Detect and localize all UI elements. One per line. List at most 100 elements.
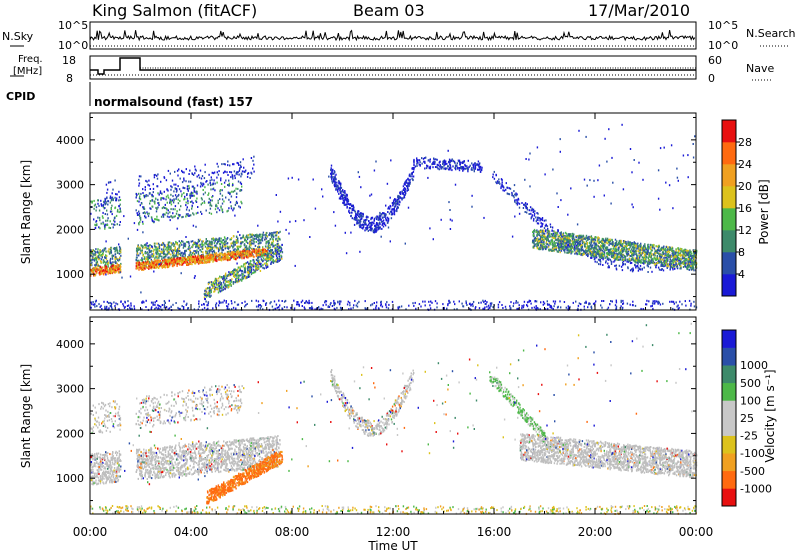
cell-4224	[637, 262, 639, 265]
cell-491	[246, 238, 249, 240]
cell-4103	[497, 181, 499, 184]
cell-2459	[239, 189, 242, 192]
cell-877	[195, 245, 197, 247]
cell-2584	[140, 192, 142, 195]
cell-3682	[339, 188, 341, 191]
cell-2568	[235, 187, 237, 190]
cell-3477	[330, 167, 332, 170]
cell-1637	[253, 249, 256, 252]
cell-940	[249, 246, 251, 249]
cell-962	[224, 247, 226, 250]
cell-3872	[424, 160, 426, 163]
cell-2097	[185, 260, 187, 263]
cell-3076	[243, 268, 246, 271]
cell-833	[180, 254, 182, 257]
cell-1942	[102, 269, 104, 272]
cell-3713	[347, 199, 350, 202]
cell-4090	[535, 216, 537, 219]
cell-2574	[138, 213, 140, 216]
cell-3823	[435, 158, 437, 161]
cell-1072	[167, 257, 169, 260]
cell-2956	[222, 286, 225, 289]
cell-3247	[224, 278, 227, 281]
cell-1010	[175, 252, 178, 255]
cell-28	[116, 247, 118, 250]
cell-3767	[381, 213, 383, 216]
cell-1860	[182, 257, 185, 260]
cell-3019	[247, 276, 250, 278]
cell-1762	[247, 250, 249, 252]
cell-3314	[358, 213, 360, 216]
cell-639	[268, 232, 271, 235]
cell-956	[236, 238, 239, 241]
cell-1793	[92, 268, 94, 271]
cell-859	[148, 260, 151, 263]
cell-4184	[516, 203, 519, 206]
cell-2650	[203, 177, 206, 180]
cell-2670	[115, 193, 117, 196]
cell-1842	[165, 260, 168, 263]
cell-3630	[405, 192, 407, 195]
cell-590	[224, 241, 226, 244]
cell-3609	[331, 181, 334, 184]
cell-2325	[238, 205, 240, 208]
cell-2450	[178, 188, 181, 191]
cell-648	[233, 243, 235, 246]
cell-1991	[185, 258, 187, 261]
cell-3902	[471, 162, 473, 165]
cell-2119	[241, 202, 243, 205]
cell-1966	[259, 250, 261, 253]
cell-3224	[220, 276, 223, 278]
cell-692	[229, 254, 231, 256]
cell-4349	[672, 268, 674, 271]
cell-2515	[106, 224, 109, 226]
cell-2639	[138, 175, 141, 178]
cell-2457	[233, 207, 235, 210]
cell-667	[158, 244, 161, 246]
cell-2869	[206, 294, 208, 297]
cell-3320	[359, 218, 361, 221]
cell-425	[146, 247, 148, 250]
cell-2089	[138, 261, 141, 264]
cell-688	[120, 248, 122, 251]
cell-2499	[160, 197, 162, 200]
cell-2042	[170, 261, 172, 264]
cell-3736	[364, 229, 366, 232]
cell-3375	[394, 198, 397, 201]
cell-184	[99, 257, 101, 260]
cell-2753	[149, 188, 151, 190]
cell-2690	[209, 179, 211, 182]
cell-2281	[149, 200, 152, 202]
cell-1715	[172, 265, 174, 268]
cell-1124	[246, 234, 248, 237]
cell-2265	[217, 202, 219, 205]
cell-2478	[216, 205, 218, 208]
cell-3633	[347, 200, 349, 203]
cell-1055	[266, 235, 268, 238]
cell-2141	[111, 204, 113, 207]
cell-3425	[337, 184, 339, 187]
cell-2509	[235, 192, 238, 195]
cell-1194	[160, 261, 162, 264]
cell-2917	[248, 275, 251, 278]
cell-960	[181, 258, 184, 261]
cell-4040	[521, 202, 523, 204]
cell-766	[146, 251, 149, 254]
cell-1747	[95, 270, 97, 273]
cell-4428	[636, 255, 638, 258]
cell-1166	[145, 258, 147, 261]
cell-2483	[144, 215, 146, 218]
cell-294	[156, 253, 158, 256]
cell-1100	[149, 257, 151, 259]
cell-2590	[148, 179, 150, 182]
cell-2116	[118, 268, 120, 271]
cell-2848	[266, 253, 268, 255]
cell-2175	[170, 188, 172, 191]
cell-133	[262, 236, 264, 239]
cell-3782	[376, 222, 378, 224]
cell-2295	[166, 215, 169, 218]
cell-1073	[276, 243, 278, 245]
cell-33	[182, 246, 185, 249]
cell-129	[105, 261, 107, 264]
cell-3862	[464, 167, 466, 170]
